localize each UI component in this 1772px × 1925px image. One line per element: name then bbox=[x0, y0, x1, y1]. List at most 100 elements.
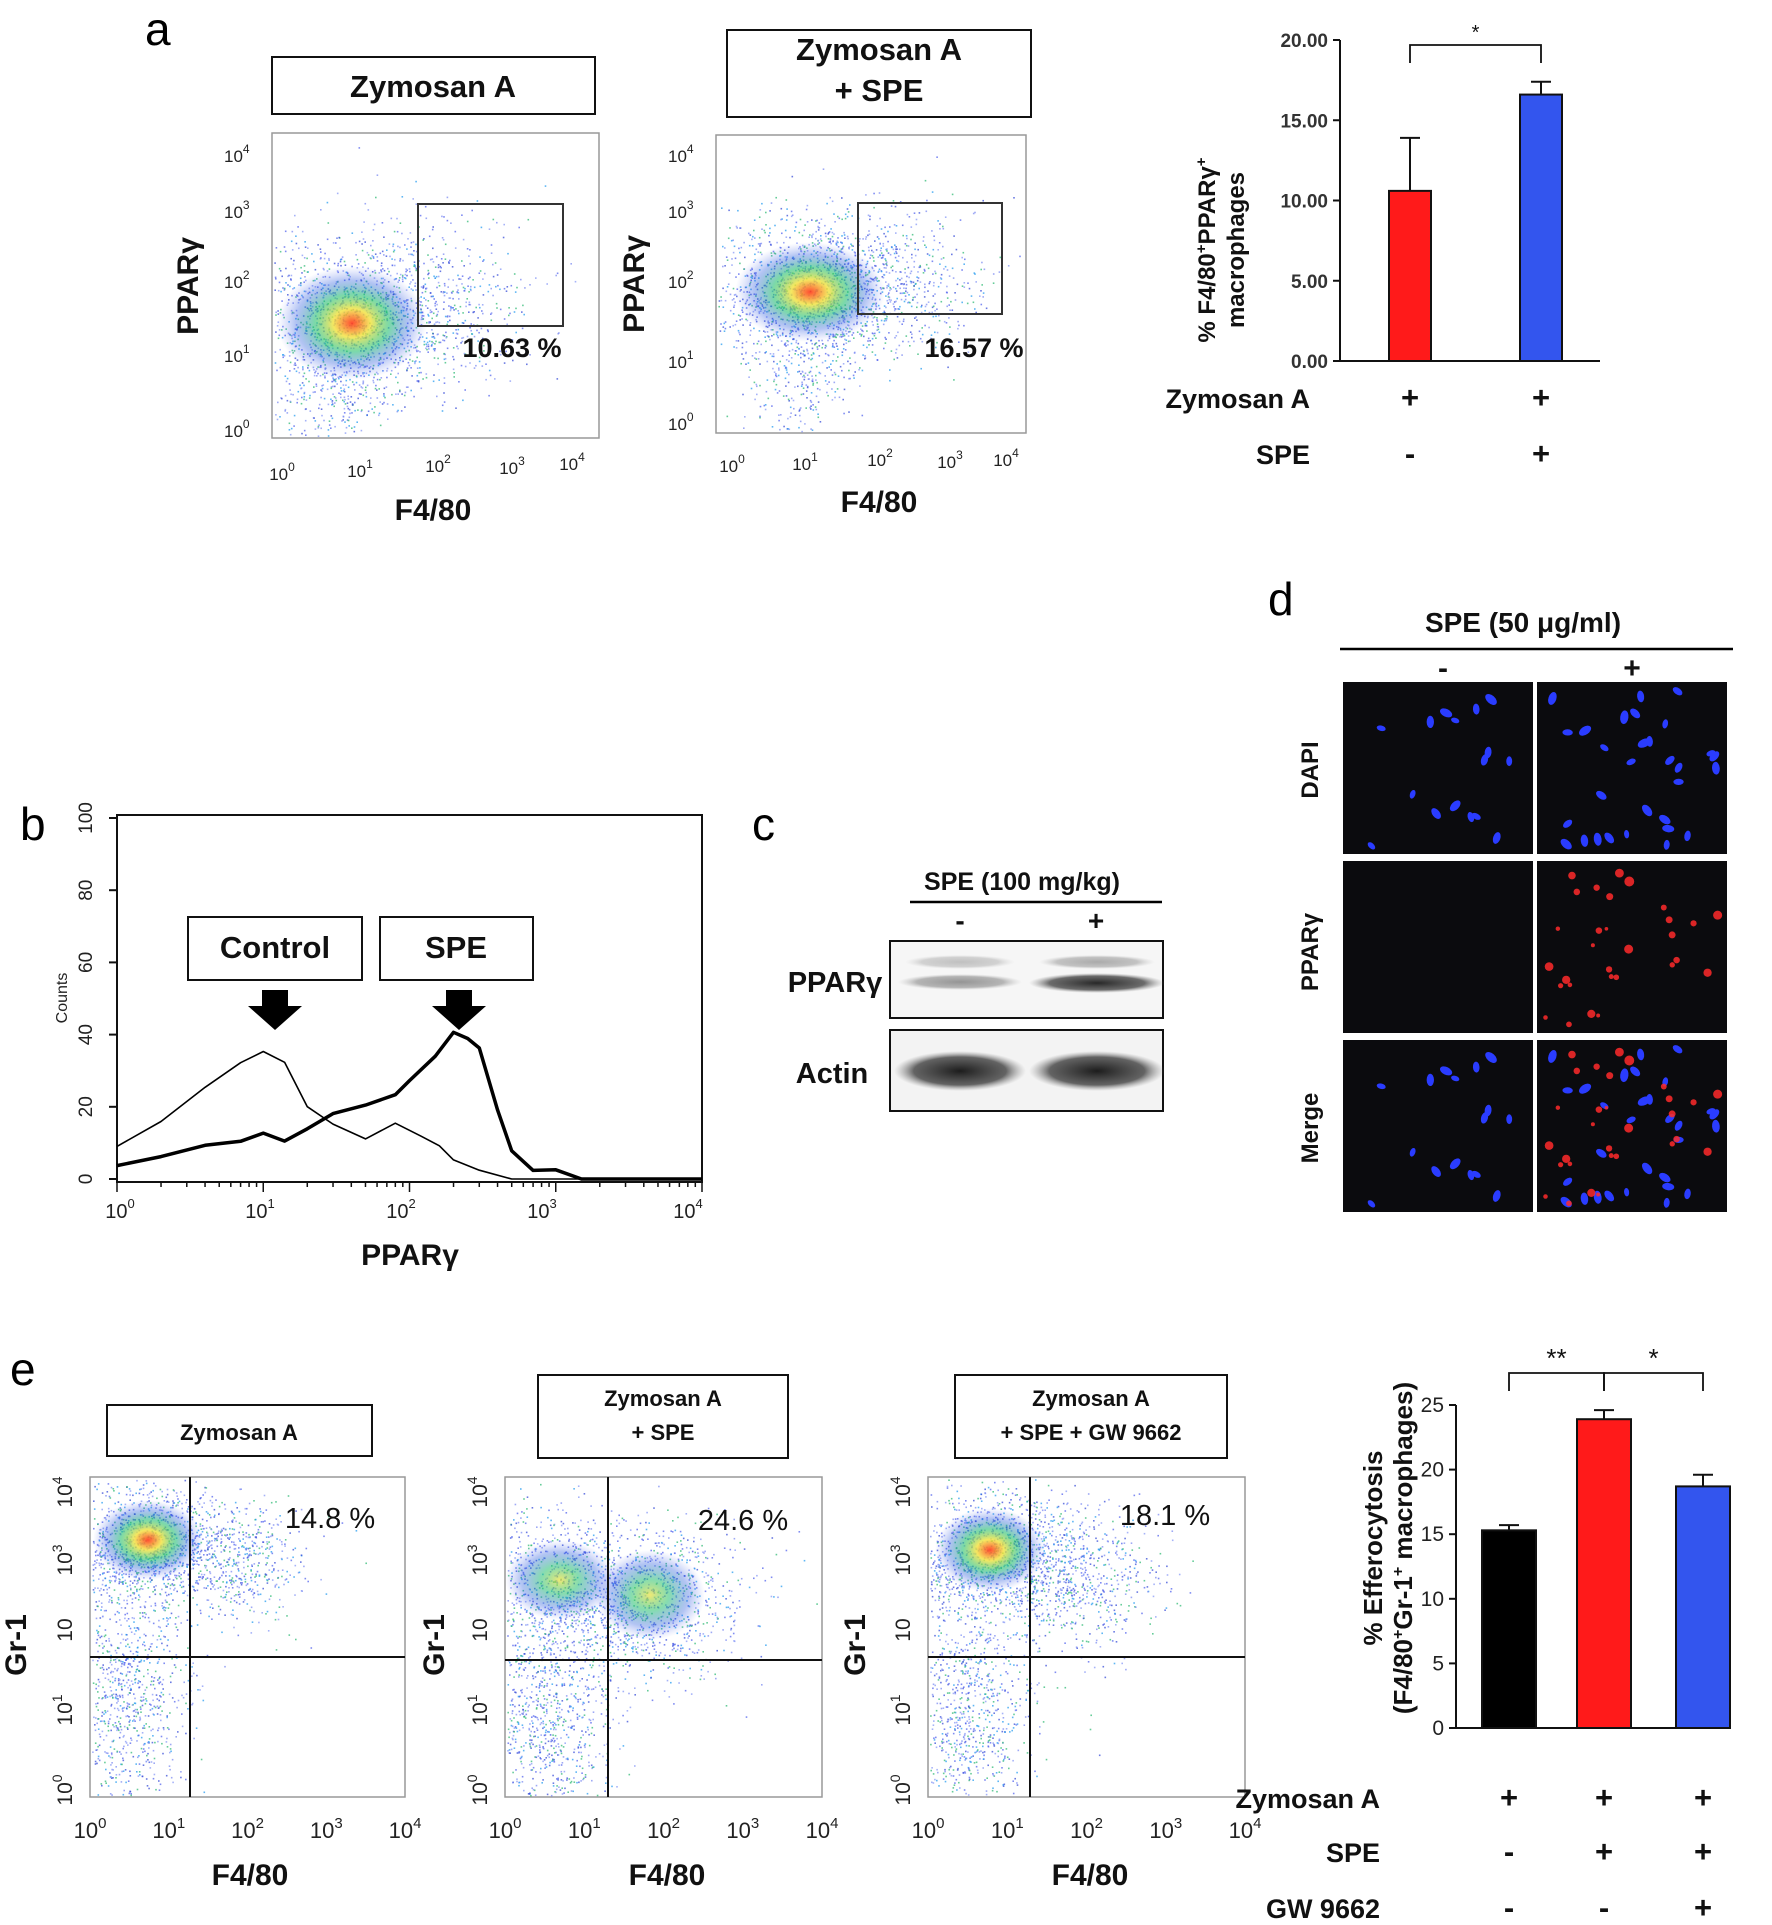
scatter-dot bbox=[444, 361, 447, 364]
scatter-dot bbox=[845, 339, 848, 341]
scatter-dot bbox=[341, 256, 344, 258]
scatter-dot bbox=[508, 307, 510, 309]
scatter-dot bbox=[514, 291, 517, 293]
scatter-dot bbox=[228, 1591, 230, 1593]
scatter-dot bbox=[204, 1491, 207, 1494]
scatter-dot bbox=[422, 378, 424, 380]
scatter-dot bbox=[897, 331, 899, 334]
scatter-dot bbox=[862, 330, 864, 333]
nucleus bbox=[1579, 1083, 1592, 1094]
scatter-dot bbox=[473, 324, 475, 326]
scatter-dot bbox=[381, 222, 384, 224]
scatter-dot bbox=[423, 340, 426, 343]
scatter-dot bbox=[728, 272, 731, 274]
scatter-dot bbox=[785, 219, 788, 221]
scatter-dot bbox=[900, 283, 902, 285]
scatter-dot bbox=[876, 323, 879, 325]
scatter-dot bbox=[1013, 197, 1015, 199]
scatter-dot bbox=[300, 402, 303, 405]
scatter-dot bbox=[321, 387, 324, 390]
scatter-dot bbox=[410, 253, 412, 256]
scatter-dot bbox=[503, 362, 506, 364]
scatter-dot bbox=[314, 268, 317, 271]
x-tick-0: 100 bbox=[269, 460, 295, 484]
scatter-dot bbox=[306, 271, 309, 273]
scatter-dot bbox=[492, 263, 494, 266]
scatter-dot bbox=[444, 353, 446, 356]
scatter-dot bbox=[902, 256, 904, 259]
scatter-dot bbox=[781, 232, 783, 235]
scatter-dot bbox=[118, 1573, 120, 1576]
nucleus bbox=[1409, 789, 1416, 799]
bar bbox=[1519, 93, 1563, 362]
scatter-dot bbox=[928, 282, 931, 285]
density-core bbox=[277, 266, 427, 380]
condition-mark: + bbox=[1532, 436, 1550, 471]
scatter-dot bbox=[914, 283, 917, 285]
scatter-dot bbox=[360, 429, 363, 432]
scatter-dot bbox=[843, 343, 845, 346]
scatter-dot bbox=[895, 352, 897, 354]
scatter-dot bbox=[305, 378, 307, 380]
scatter-dot bbox=[419, 214, 422, 217]
scatter-dot bbox=[895, 348, 898, 351]
scatter-dot bbox=[281, 300, 283, 302]
scatter-dot bbox=[490, 287, 492, 290]
x-tick-3: 103 bbox=[937, 448, 963, 472]
scatter-dot bbox=[903, 318, 905, 321]
scatter-dot bbox=[423, 297, 425, 299]
scatter-dot bbox=[992, 273, 995, 275]
scatter-dot bbox=[469, 362, 471, 364]
scatter-dot bbox=[935, 346, 937, 349]
scatter-dot bbox=[720, 296, 722, 298]
scatter-dot bbox=[787, 381, 790, 384]
scatter-dot bbox=[771, 335, 773, 337]
scatter-dot bbox=[350, 396, 353, 398]
scatter-dot bbox=[488, 284, 491, 286]
scatter-dot bbox=[837, 348, 839, 350]
scatter-dot bbox=[376, 378, 379, 381]
scatter-dot bbox=[1019, 255, 1021, 258]
scatter-dot bbox=[798, 410, 800, 412]
scatter-dot bbox=[457, 328, 460, 331]
scatter-dot bbox=[223, 1503, 226, 1506]
scatter-dot bbox=[836, 240, 838, 243]
scatter-dot bbox=[926, 199, 928, 202]
scatter-dot bbox=[739, 227, 741, 229]
scatter-dot bbox=[946, 269, 949, 271]
nucleus bbox=[1637, 690, 1645, 703]
scatter-dot bbox=[816, 346, 819, 348]
scatter-dot bbox=[811, 357, 814, 360]
scatter-dot bbox=[340, 387, 342, 389]
x-tick-3: 103 bbox=[527, 1196, 556, 1223]
scatter-dot bbox=[839, 365, 842, 368]
scatter-dot bbox=[866, 346, 868, 349]
scatter-dot bbox=[876, 319, 878, 321]
scatter-dot bbox=[432, 335, 435, 338]
scatter-dot bbox=[212, 1553, 214, 1555]
scatter-dot bbox=[320, 209, 322, 211]
scatter-dot bbox=[911, 233, 914, 236]
scatter-dot bbox=[355, 241, 357, 244]
scatter-dot bbox=[453, 372, 455, 374]
scatter-dot bbox=[195, 1511, 197, 1513]
scatter-dot bbox=[765, 351, 767, 353]
scatter-dot bbox=[723, 322, 726, 325]
pparg-signal bbox=[1608, 1153, 1614, 1159]
scatter-dot bbox=[749, 334, 751, 336]
scatter-dot bbox=[447, 278, 450, 281]
scatter-dot bbox=[901, 283, 903, 285]
scatter-dot bbox=[828, 241, 831, 243]
scatter-dot bbox=[919, 281, 922, 283]
spe-arrow-icon bbox=[432, 990, 486, 1030]
scatter-dot bbox=[386, 376, 388, 379]
scatter-dot bbox=[385, 386, 388, 388]
scatter-dot bbox=[905, 290, 907, 292]
scatter-dot bbox=[720, 299, 723, 302]
pparg-signal bbox=[1566, 1021, 1572, 1028]
scatter-dot bbox=[343, 412, 346, 414]
scatter-dot bbox=[348, 416, 351, 419]
scatter-dot bbox=[317, 244, 319, 246]
scatter-dot bbox=[934, 331, 936, 334]
scatter-dot bbox=[818, 371, 821, 374]
